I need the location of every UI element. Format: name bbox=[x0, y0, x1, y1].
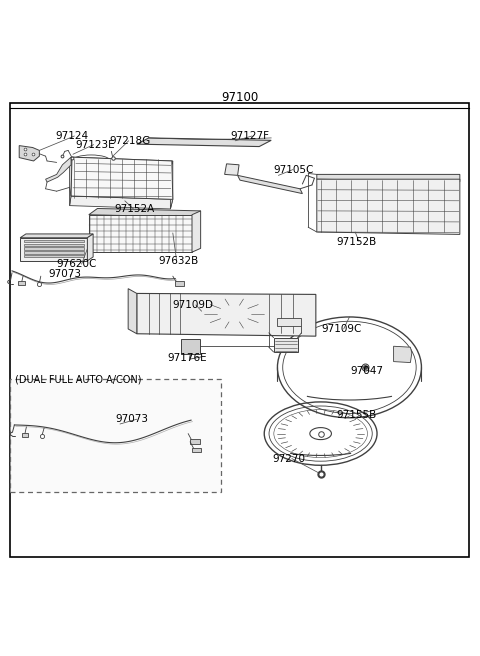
Text: 97176E: 97176E bbox=[167, 353, 207, 363]
Polygon shape bbox=[137, 138, 271, 146]
Bar bbox=[24, 255, 84, 257]
Polygon shape bbox=[274, 338, 298, 352]
Text: 97632B: 97632B bbox=[158, 256, 199, 266]
Polygon shape bbox=[317, 179, 460, 234]
Text: 97109C: 97109C bbox=[322, 324, 362, 334]
Polygon shape bbox=[19, 146, 39, 161]
Polygon shape bbox=[137, 293, 316, 336]
Polygon shape bbox=[128, 289, 137, 334]
Polygon shape bbox=[192, 211, 201, 252]
Bar bbox=[24, 243, 84, 246]
Text: 97218G: 97218G bbox=[109, 136, 151, 146]
Polygon shape bbox=[170, 161, 173, 209]
Text: 97152B: 97152B bbox=[336, 237, 376, 247]
Polygon shape bbox=[317, 174, 460, 182]
Text: 97124: 97124 bbox=[55, 131, 88, 141]
Bar bbox=[190, 440, 200, 444]
Polygon shape bbox=[394, 346, 412, 363]
Polygon shape bbox=[20, 234, 93, 237]
Polygon shape bbox=[46, 157, 71, 182]
Polygon shape bbox=[89, 209, 201, 217]
Text: 97047: 97047 bbox=[350, 366, 384, 376]
Bar bbox=[181, 338, 200, 354]
Text: 97109D: 97109D bbox=[173, 300, 214, 310]
Bar bbox=[24, 239, 84, 242]
Bar bbox=[18, 281, 25, 285]
Bar bbox=[10, 379, 221, 492]
Text: 97620C: 97620C bbox=[57, 259, 97, 269]
Polygon shape bbox=[70, 157, 173, 169]
Text: 97152A: 97152A bbox=[114, 204, 155, 214]
Bar bbox=[24, 251, 84, 254]
Polygon shape bbox=[277, 318, 301, 325]
Text: 97073: 97073 bbox=[48, 269, 81, 279]
Bar bbox=[192, 448, 201, 453]
Text: (DUAL FULL AUTO A/CON): (DUAL FULL AUTO A/CON) bbox=[15, 375, 142, 384]
Text: 97100: 97100 bbox=[221, 91, 259, 104]
Text: 97155B: 97155B bbox=[336, 411, 376, 420]
Polygon shape bbox=[71, 157, 173, 199]
Polygon shape bbox=[87, 234, 93, 261]
Polygon shape bbox=[225, 164, 239, 175]
Text: 97270: 97270 bbox=[273, 453, 306, 464]
Bar bbox=[20, 237, 87, 261]
Text: 97105C: 97105C bbox=[274, 165, 314, 174]
Bar bbox=[175, 281, 184, 286]
Polygon shape bbox=[70, 157, 72, 205]
Text: 97123E: 97123E bbox=[76, 140, 116, 150]
Text: 97127F: 97127F bbox=[230, 131, 269, 141]
Text: 97073: 97073 bbox=[115, 414, 148, 424]
Polygon shape bbox=[238, 175, 302, 194]
Bar bbox=[22, 433, 28, 437]
Bar bbox=[89, 215, 192, 252]
Bar bbox=[24, 247, 84, 250]
Polygon shape bbox=[70, 196, 173, 209]
